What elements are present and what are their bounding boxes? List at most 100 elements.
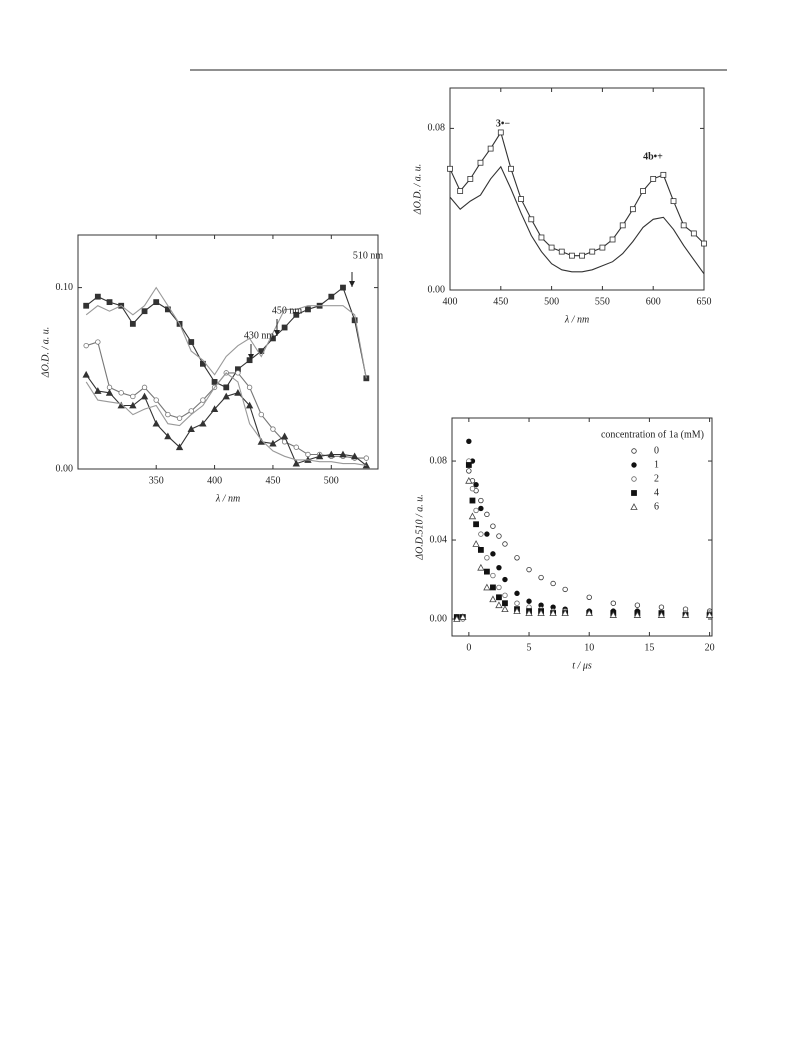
- y-axis-label: ΔO.D. / a. u.: [412, 164, 423, 216]
- x-tick-label: 400: [443, 296, 458, 307]
- x-tick-label: 450: [493, 296, 508, 307]
- data-marker: [222, 392, 230, 400]
- data-marker: [502, 592, 508, 599]
- data-marker: [328, 293, 335, 300]
- annotation-arrowhead: [349, 281, 355, 287]
- legend-marker: [631, 490, 637, 496]
- data-marker: [469, 485, 476, 492]
- data-marker: [680, 222, 687, 229]
- x-tick-label: 500: [324, 475, 339, 486]
- data-marker: [496, 594, 502, 601]
- data-marker: [586, 594, 592, 600]
- legend-label: 0: [654, 445, 659, 456]
- data-marker: [502, 600, 508, 607]
- x-tick-label: 20: [705, 642, 715, 653]
- y-tick-label: 0.08: [428, 123, 446, 134]
- data-marker: [83, 302, 90, 309]
- data-marker: [305, 306, 311, 313]
- data-marker: [141, 308, 148, 315]
- x-tick-label: 400: [207, 475, 222, 486]
- x-tick-label: 650: [697, 296, 712, 307]
- data-marker: [477, 159, 484, 166]
- annotation-arrowhead: [274, 330, 280, 336]
- data-marker: [561, 609, 569, 616]
- data-marker: [118, 390, 124, 396]
- data-marker: [585, 609, 593, 616]
- data-marker: [558, 248, 565, 255]
- data-marker: [467, 175, 474, 182]
- annotation: 4b•+: [643, 151, 663, 162]
- data-marker: [657, 611, 666, 618]
- annotation: 450 nm: [272, 305, 303, 316]
- data-marker: [478, 497, 484, 504]
- data-marker: [293, 311, 300, 318]
- data-marker: [537, 609, 545, 616]
- y-tick-label: 0.10: [56, 282, 74, 293]
- data-marker: [246, 384, 253, 391]
- data-marker: [246, 357, 253, 364]
- data-marker: [690, 230, 697, 237]
- data-marker: [538, 234, 545, 241]
- data-marker: [140, 392, 149, 400]
- annotation-arrowhead: [248, 354, 254, 360]
- y-axis-label: ΔO.D.510 / a. u.: [414, 494, 425, 561]
- data-marker: [176, 415, 183, 421]
- data-marker: [487, 145, 494, 152]
- data-marker: [141, 384, 148, 391]
- data-marker: [483, 583, 491, 591]
- data-marker: [513, 607, 521, 615]
- data-marker: [153, 299, 160, 306]
- data-marker: [281, 324, 288, 331]
- legend-label: 6: [654, 501, 659, 512]
- data-marker: [650, 175, 657, 182]
- data-marker: [502, 541, 508, 547]
- data-marker: [619, 222, 626, 229]
- data-marker: [473, 507, 479, 514]
- data-marker: [130, 393, 136, 400]
- x-tick-label: 0: [466, 642, 471, 653]
- data-marker: [351, 317, 358, 324]
- data-marker: [223, 384, 230, 391]
- data-marker: [484, 555, 490, 561]
- data-marker: [548, 244, 555, 251]
- y-tick-label: 0.00: [56, 463, 74, 474]
- legend-marker: [630, 503, 638, 510]
- data-marker: [293, 444, 299, 450]
- data-marker: [526, 598, 532, 604]
- data-marker: [609, 611, 617, 618]
- data-marker: [489, 595, 497, 603]
- legend-marker: [631, 462, 637, 468]
- data-marker: [634, 602, 641, 608]
- data-marker: [484, 511, 490, 518]
- data-marker: [478, 531, 484, 537]
- data-marker: [187, 425, 195, 432]
- data-marker: [473, 521, 479, 528]
- x-tick-label: 350: [149, 475, 164, 486]
- data-marker: [514, 590, 520, 597]
- legend-label: 2: [654, 473, 659, 484]
- y-tick-label: 0.00: [428, 284, 446, 295]
- data-marker: [705, 611, 714, 618]
- data-marker: [640, 188, 646, 194]
- data-marker: [484, 568, 490, 575]
- data-marker: [514, 600, 520, 606]
- data-marker: [525, 609, 533, 616]
- data-marker: [497, 129, 504, 136]
- data-marker: [484, 531, 490, 537]
- data-marker: [175, 443, 184, 451]
- data-marker: [82, 370, 90, 378]
- data-marker: [490, 584, 496, 591]
- data-marker: [496, 584, 502, 591]
- data-marker: [95, 339, 101, 345]
- data-marker: [477, 547, 484, 553]
- data-marker: [538, 574, 544, 581]
- x-tick-label: 500: [544, 296, 559, 307]
- data-marker: [292, 459, 300, 467]
- data-marker: [518, 196, 525, 203]
- data-marker: [466, 468, 472, 474]
- x-tick-label: 15: [644, 642, 654, 653]
- data-marker: [701, 240, 707, 247]
- data-marker: [473, 482, 479, 488]
- data-marker: [188, 408, 194, 414]
- data-marker: [234, 388, 242, 396]
